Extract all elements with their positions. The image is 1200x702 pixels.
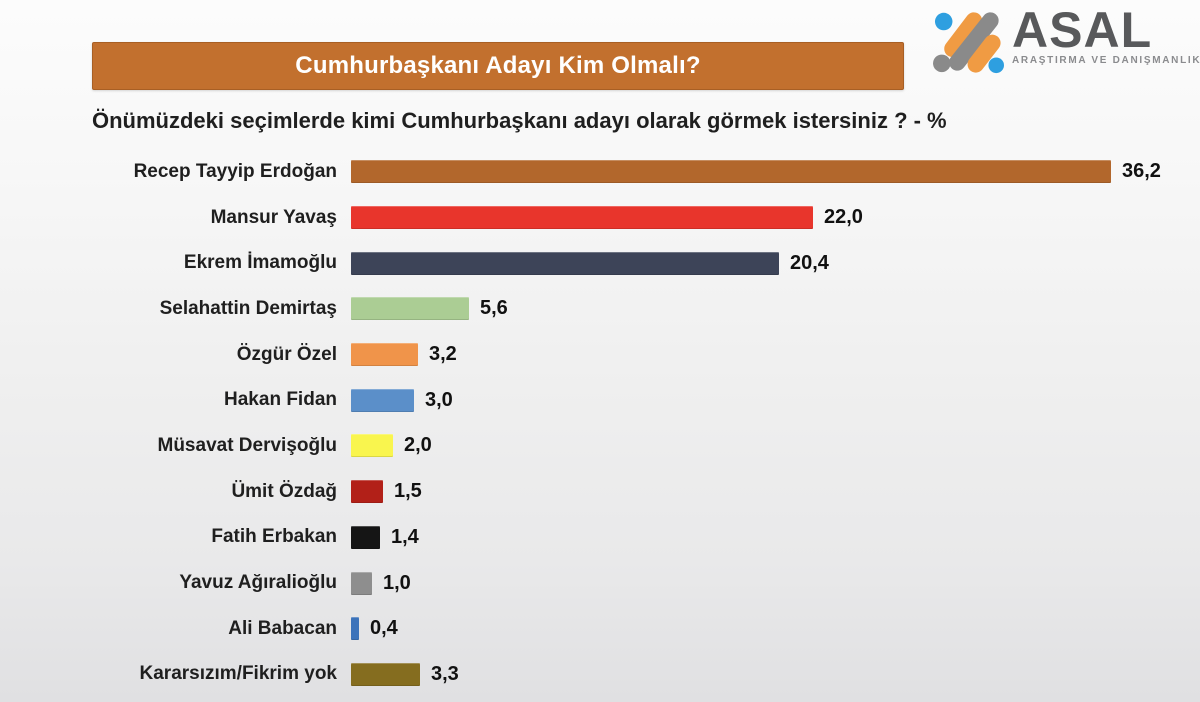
bar-value-label: 1,4 <box>391 525 419 548</box>
chart-row: Özgür Özel 3,2 <box>92 332 1190 378</box>
bar-value-label: 22,0 <box>824 206 863 229</box>
chart-row: Ekrem İmamoğlu 20,4 <box>92 240 1190 286</box>
bar-category-label: Ümit Özdağ <box>231 480 337 502</box>
bar-track: 36,2 <box>351 160 1190 184</box>
bar <box>351 571 372 595</box>
chart-row: Müsavat Dervişoğlu 2,0 <box>92 423 1190 469</box>
chart-row: Hakan Fidan 3,0 <box>92 377 1190 423</box>
bar <box>351 480 383 504</box>
bar-category-label: Hakan Fidan <box>224 389 337 411</box>
chart-row: Mansur Yavaş 22,0 <box>92 195 1190 241</box>
bar-value-label: 2,0 <box>404 434 432 457</box>
bar-value-label: 0,4 <box>370 617 398 640</box>
bar-category-label: Özgür Özel <box>236 343 337 365</box>
bar-category-label: Recep Tayyip Erdoğan <box>133 160 337 182</box>
bar-value-label: 5,6 <box>480 297 508 320</box>
bar-value-label: 3,2 <box>429 343 457 366</box>
bar-track: 3,2 <box>351 343 1190 367</box>
chart-title: Cumhurbaşkanı Adayı Kim Olmalı? <box>295 52 701 79</box>
title-banner: Cumhurbaşkanı Adayı Kim Olmalı? <box>92 42 904 90</box>
chart-row: Ali Babacan 0,4 <box>92 606 1190 652</box>
chart-row: Selahattin Demirtaş 5,6 <box>92 286 1190 332</box>
logo-tagline: ARAŞTIRMA VE DANIŞMANLIK <box>1012 55 1200 66</box>
bar-track: 2,0 <box>351 434 1190 458</box>
bar <box>351 617 359 641</box>
chart-row: Yavuz Ağıralioğlu 1,0 <box>92 560 1190 606</box>
bar-track: 5,6 <box>351 297 1190 321</box>
bar-category-label: Fatih Erbakan <box>211 526 337 548</box>
bar-value-label: 1,5 <box>394 480 422 503</box>
bar-track: 1,4 <box>351 525 1190 549</box>
bar <box>351 525 380 549</box>
bar-track: 1,0 <box>351 571 1190 595</box>
bar-category-label: Müsavat Dervişoğlu <box>157 434 338 456</box>
bar-track: 22,0 <box>351 206 1190 230</box>
asal-logo: ASAL ARAŞTIRMA VE DANIŞMANLIK <box>930 2 1200 81</box>
bar-category-label: Yavuz Ağıralioğlu <box>179 572 337 594</box>
bar-category-label: Kararsızım/Fikrim yok <box>139 663 337 685</box>
chart-row: Fatih Erbakan 1,4 <box>92 515 1190 561</box>
bar-track: 0,4 <box>351 617 1190 641</box>
bar-value-label: 36,2 <box>1122 160 1161 183</box>
bar-category-label: Ekrem İmamoğlu <box>183 252 337 274</box>
bar <box>351 206 813 230</box>
bar <box>351 434 393 458</box>
bar-rows: Recep Tayyip Erdoğan 36,2 Mansur Yavaş 22,0… <box>92 149 1190 697</box>
chart-row: Kararsızım/Fikrim yok 3,3 <box>92 652 1190 698</box>
bar-track: 3,0 <box>351 388 1190 412</box>
bar-track: 1,5 <box>351 480 1190 504</box>
bar <box>351 662 420 686</box>
bar-category-label: Selahattin Demirtaş <box>159 297 337 319</box>
bar <box>351 388 414 412</box>
bar <box>351 343 418 367</box>
bar-track: 20,4 <box>351 251 1190 275</box>
bar-value-label: 20,4 <box>790 251 829 274</box>
bar <box>351 297 469 321</box>
chart-subtitle: Önümüzdeki seçimlerde kimi Cumhurbaşkanı… <box>92 108 947 133</box>
bar-category-label: Ali Babacan <box>228 617 337 639</box>
bar-category-label: Mansur Yavaş <box>210 206 337 228</box>
logo-wordmark: ASAL <box>1012 2 1153 58</box>
bar <box>351 160 1111 184</box>
bar-track: 3,3 <box>351 662 1190 686</box>
bar-value-label: 1,0 <box>383 571 411 594</box>
chart-row: Recep Tayyip Erdoğan 36,2 <box>92 149 1190 195</box>
asal-logo-icon <box>930 6 1008 81</box>
bar <box>351 251 779 275</box>
chart-row: Ümit Özdağ 1,5 <box>92 469 1190 515</box>
bar-value-label: 3,3 <box>431 662 459 685</box>
bar-value-label: 3,0 <box>425 388 453 411</box>
bar-chart: Recep Tayyip Erdoğan 36,2 Mansur Yavaş 22,0… <box>92 149 1190 697</box>
